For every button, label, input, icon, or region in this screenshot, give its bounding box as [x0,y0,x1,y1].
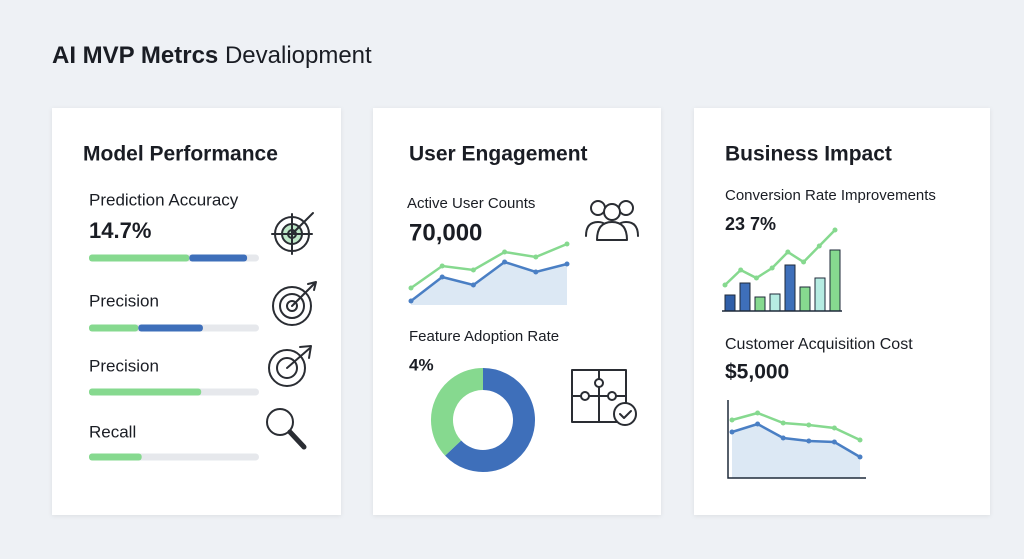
card-title: Model Performance [83,143,278,166]
point [857,437,863,443]
point [831,439,837,445]
metric-label: Conversion Rate Improvements [725,187,936,204]
point [502,259,508,265]
point [816,243,822,249]
line [731,422,861,459]
progress-segment [189,254,248,262]
metric-value: $5,000 [725,361,789,384]
point [738,267,744,273]
target-icon [272,281,317,326]
bar [769,293,781,312]
point [753,275,759,281]
point [857,454,863,460]
point [806,438,812,444]
point [831,425,837,431]
search-icon [266,408,307,450]
donut-segment [445,368,535,472]
metric-value: 70,000 [409,219,482,246]
donut-segment [431,368,484,456]
target-icon [271,212,314,255]
metric-value: 14.7% [89,218,151,243]
puzzle-icon [571,369,637,426]
point [722,282,728,288]
metric-label: Recall [89,422,136,441]
progress-segment [138,324,203,332]
progress-segment [89,254,190,262]
axis-line [727,400,866,479]
bar [799,286,811,312]
bar [784,264,796,312]
metric-label: Active User Counts [407,195,535,212]
progress-segment [89,388,202,396]
line [410,242,568,290]
point [533,254,539,260]
progress-segment [89,324,139,332]
point [832,227,838,233]
point [564,261,570,267]
area [732,424,860,478]
point [470,282,476,288]
point [780,420,786,426]
bar [814,277,826,312]
page-title: AI MVP Metrcs Devaliopment [52,42,372,69]
point [564,241,570,247]
point [755,410,761,416]
target-icon [268,345,312,387]
bar [739,282,751,312]
point [439,274,445,280]
bar [829,249,841,312]
bar [754,296,766,312]
metric-label: Precision [89,291,159,310]
point [729,417,735,423]
bar [724,294,736,312]
point [439,263,445,269]
card-title: User Engagement [409,143,588,166]
point [755,421,761,427]
line [731,411,861,442]
title-rest: Devaliopment [225,42,372,69]
point [769,265,775,271]
point [470,267,476,273]
point [780,435,786,441]
progress-segment [89,453,142,461]
point [408,298,414,304]
point [408,285,414,291]
users-icon [585,200,639,241]
line [410,260,568,302]
point [533,269,539,275]
metric-value: 4% [409,355,434,374]
metric-label: Feature Adoption Rate [409,328,559,345]
point [806,422,812,428]
card-title: Business Impact [725,143,892,166]
metric-label: Customer Acquisition Cost [725,336,913,353]
metric-label: Prediction Accuracy [89,190,239,209]
title-bold: AI MVP Metrcs [52,42,218,69]
metric-label: Precision [89,356,159,375]
area [411,262,567,305]
metric-value: 23 7% [725,214,776,234]
point [502,249,508,255]
point [801,259,807,265]
point [785,249,791,255]
point [729,429,735,435]
line [724,229,836,286]
